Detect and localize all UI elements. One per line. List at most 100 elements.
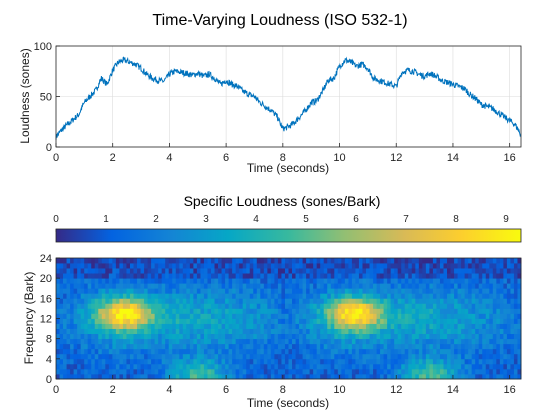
heatmap-cell xyxy=(369,353,374,360)
heatmap-cell xyxy=(510,258,515,264)
heatmap-cell xyxy=(211,278,215,284)
heatmap-cell xyxy=(373,343,377,350)
heatmap-cell xyxy=(411,268,416,274)
heatmap-cell xyxy=(404,288,409,294)
heatmap-cell xyxy=(186,308,191,314)
heatmap-cell xyxy=(302,268,307,274)
heatmap-cell xyxy=(249,338,254,345)
heatmap-cell xyxy=(274,258,279,264)
heatmap-cell xyxy=(115,293,120,299)
heatmap-cell xyxy=(464,328,469,335)
heatmap-cell xyxy=(154,288,159,294)
heatmap-cell xyxy=(70,263,75,269)
heatmap-cell xyxy=(415,373,420,380)
heatmap-cell xyxy=(337,288,342,294)
heatmap-cell xyxy=(383,263,388,269)
heatmap-cell xyxy=(475,293,480,299)
heatmap-cell xyxy=(418,263,423,269)
heatmap-cell xyxy=(309,298,314,304)
heatmap-cell xyxy=(348,363,353,370)
heatmap-cell xyxy=(334,348,339,355)
heatmap-cell xyxy=(129,343,134,350)
heatmap-cell xyxy=(263,343,268,350)
heatmap-cell xyxy=(390,293,395,299)
heatmap-cell xyxy=(59,268,64,274)
heatmap-cell xyxy=(380,333,385,340)
heatmap-cell xyxy=(267,363,272,370)
heatmap-cell xyxy=(358,278,363,284)
heatmap-cell xyxy=(496,258,501,264)
heatmap-cell xyxy=(485,278,490,284)
heatmap-cell xyxy=(478,323,483,329)
heatmap-cell xyxy=(355,293,360,299)
heatmap-cell xyxy=(221,268,226,274)
heatmap-cell xyxy=(119,323,124,329)
heatmap-cell xyxy=(119,258,124,264)
heatmap-cell xyxy=(246,258,251,264)
heatmap-cell xyxy=(80,348,85,355)
heatmap-cell xyxy=(485,313,490,319)
heatmap-cell xyxy=(63,343,67,350)
heatmap-cell xyxy=(404,373,409,380)
heatmap-cell xyxy=(161,293,166,299)
heatmap-cell xyxy=(411,308,416,314)
heatmap-cell xyxy=(161,348,166,355)
heatmap-cell xyxy=(492,308,497,314)
heatmap-cell xyxy=(165,278,170,284)
heatmap-cell xyxy=(281,343,286,350)
heatmap-cell xyxy=(256,293,261,299)
heatmap-cell xyxy=(443,273,448,279)
heatmap-cell xyxy=(277,313,282,319)
heatmap-cell xyxy=(513,368,518,375)
heatmap-cell xyxy=(496,353,501,360)
heatmap-cell xyxy=(443,338,448,345)
heatmap-cell xyxy=(432,278,437,284)
heatmap-cell xyxy=(464,293,469,299)
heatmap-cell xyxy=(73,313,78,319)
heatmap-cell xyxy=(404,263,409,269)
heatmap-cell xyxy=(447,278,451,284)
heatmap-cell xyxy=(489,348,494,355)
heatmap-cell xyxy=(203,358,208,365)
heatmap-cell xyxy=(411,368,416,375)
heatmap-cell xyxy=(373,368,377,375)
heatmap-cell xyxy=(77,313,82,319)
heatmap-cell xyxy=(168,368,173,375)
heatmap-cell xyxy=(443,328,448,335)
heatmap-cell xyxy=(404,293,409,299)
heatmap-cell xyxy=(196,368,201,375)
heatmap-cell xyxy=(517,298,522,304)
heatmap-cell xyxy=(179,353,184,360)
heatmap-cell xyxy=(355,308,360,314)
heatmap-cell xyxy=(94,258,99,264)
heatmap-cell xyxy=(281,373,286,380)
heatmap-cell xyxy=(94,283,99,289)
heatmap-cell xyxy=(179,298,184,304)
heatmap-cell xyxy=(196,283,201,289)
heatmap-cell xyxy=(316,368,321,375)
heatmap-cell xyxy=(302,283,307,289)
heatmap-cell xyxy=(242,263,247,269)
heatmap-cell xyxy=(161,268,166,274)
heatmap-cell xyxy=(115,313,120,319)
heatmap-cell xyxy=(260,363,265,370)
heatmap-cell xyxy=(513,353,518,360)
heatmap-cell xyxy=(73,263,78,269)
heatmap-cell xyxy=(288,293,293,299)
heatmap-cell xyxy=(133,343,138,350)
heatmap-cell xyxy=(288,258,293,264)
heatmap-cell xyxy=(175,318,180,324)
heatmap-cell xyxy=(218,353,222,360)
heatmap-cell xyxy=(242,353,247,360)
heatmap-cell xyxy=(309,343,314,350)
heatmap-cell xyxy=(140,338,145,345)
heatmap-cell xyxy=(137,373,141,380)
heatmap-cell xyxy=(98,318,103,324)
heatmap-cell xyxy=(239,283,244,289)
heatmap-cell xyxy=(186,373,191,380)
heatmap-cell xyxy=(161,318,166,324)
heatmap-cell xyxy=(119,348,124,355)
heatmap-cell xyxy=(129,373,134,380)
heatmap-cell xyxy=(478,328,483,335)
heatmap-cell xyxy=(457,283,462,289)
